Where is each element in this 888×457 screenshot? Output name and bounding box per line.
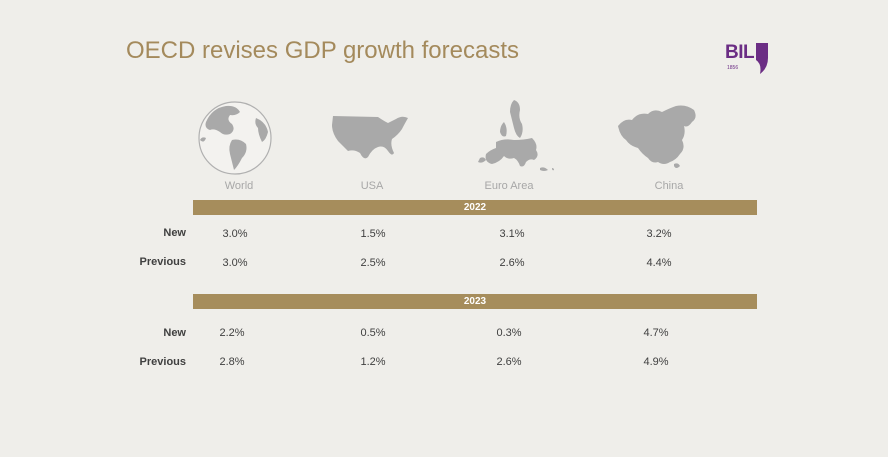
row-label-new: New — [163, 227, 186, 239]
value-cell: 3.0% — [222, 257, 248, 269]
value-cell: 0.5% — [360, 327, 386, 339]
logo-year: 1856 — [727, 65, 739, 71]
region-label-china: China — [654, 180, 684, 192]
value-cell: 3.2% — [646, 228, 672, 240]
value-cell: 4.9% — [643, 356, 669, 368]
value-cell: 2.5% — [360, 257, 386, 269]
value-cell: 2.8% — [219, 356, 245, 368]
bil-logo: BIL 1856 — [722, 40, 770, 76]
row-label-previous: Previous — [139, 356, 186, 368]
year-header-2022: 2022 — [193, 200, 757, 215]
china-map-icon — [618, 105, 696, 168]
value-cell: 3.0% — [222, 228, 248, 240]
europe-map-icon — [478, 100, 554, 171]
logo-shield-icon — [756, 43, 768, 74]
region-label-euro-area: Euro Area — [484, 180, 534, 192]
value-cell: 1.2% — [360, 356, 386, 368]
value-cell: 0.3% — [496, 327, 522, 339]
globe-icon — [198, 101, 272, 175]
usa-map-icon — [332, 116, 408, 159]
value-cell: 1.5% — [360, 228, 386, 240]
logo-text: BIL — [725, 42, 755, 63]
row-label-previous: Previous — [139, 256, 186, 268]
value-cell: 4.4% — [646, 257, 672, 269]
year-header-2023: 2023 — [193, 294, 757, 309]
value-cell: 3.1% — [499, 228, 525, 240]
region-label-world: World — [224, 180, 254, 192]
page-title: OECD revises GDP growth forecasts — [126, 37, 520, 64]
value-cell: 2.6% — [499, 257, 525, 269]
region-label-usa: USA — [360, 180, 384, 192]
row-label-new: New — [163, 327, 186, 339]
value-cell: 2.2% — [219, 327, 245, 339]
value-cell: 2.6% — [496, 356, 522, 368]
value-cell: 4.7% — [643, 327, 669, 339]
